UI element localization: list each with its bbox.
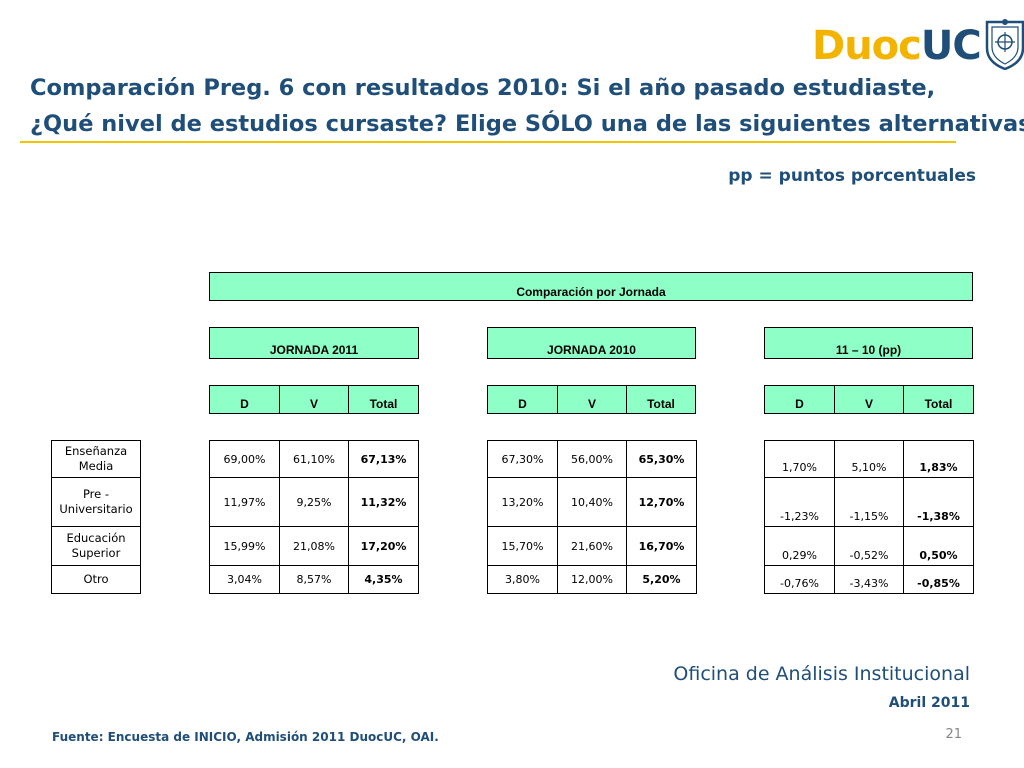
row-label: Pre - Universitario (51, 477, 141, 527)
cell-v: 21,60% (557, 526, 627, 566)
cell-d: -1,23% (764, 477, 835, 527)
cell-d: 0,29% (764, 526, 835, 566)
cell-d: 69,00% (209, 440, 280, 478)
report-date: Abril 2011 (888, 695, 970, 711)
title-line-1: Comparación Preg. 6 con resultados 2010:… (30, 75, 936, 101)
cell-d: -0,76% (764, 565, 835, 594)
table-row: -1,23% -1,15% -1,38% (764, 477, 974, 527)
cell-v: 8,57% (279, 565, 349, 594)
slide-title: Comparación Preg. 6 con resultados 2010:… (30, 70, 1024, 142)
table-row: 3,04% 8,57% 4,35% (209, 565, 419, 594)
col-headers-diff: D V Total (764, 385, 974, 414)
office-name: Oficina de Análisis Institucional (673, 663, 970, 685)
group-header-2010: JORNADA 2010 (487, 327, 696, 359)
cell-total: 12,70% (626, 477, 697, 527)
cell-total: 11,32% (348, 477, 419, 527)
table-row: 3,80% 12,00% 5,20% (487, 565, 697, 594)
cell-total: 5,20% (626, 565, 697, 594)
row-label: Educación Superior (51, 526, 141, 566)
table-caption: Comparación por Jornada (209, 272, 973, 301)
cell-total: 65,30% (626, 440, 697, 478)
logo-duoc-text: Duoc (812, 23, 922, 69)
table-row: 1,70% 5,10% 1,83% (764, 440, 974, 478)
cell-v: 9,25% (279, 477, 349, 527)
cell-total: 67,13% (348, 440, 419, 478)
table-row: 15,99% 21,08% 17,20% (209, 526, 419, 566)
cell-total: 1,83% (903, 440, 974, 478)
grid-jornada-2010: 67,30% 56,00% 65,30% 13,20% 10,40% 12,70% 15,7… (487, 440, 697, 594)
col-header-total: Total (903, 385, 974, 414)
row-label: Otro (51, 565, 141, 594)
col-header-d: D (487, 385, 558, 414)
logo-uc-text: UC (920, 23, 982, 69)
cell-total: -0,85% (903, 565, 974, 594)
cell-v: 61,10% (279, 440, 349, 478)
table-row: -0,76% -3,43% -0,85% (764, 565, 974, 594)
pp-note: pp = puntos porcentuales (728, 166, 976, 186)
cell-d: 15,70% (487, 526, 558, 566)
table-row: 15,70% 21,60% 16,70% (487, 526, 697, 566)
col-headers-2011: D V Total (209, 385, 419, 414)
cell-v: 12,00% (557, 565, 627, 594)
col-header-total: Total (626, 385, 696, 414)
grid-jornada-2011: 69,00% 61,10% 67,13% 11,97% 9,25% 11,32% 15,99… (209, 440, 419, 594)
cell-total: 0,50% (903, 526, 974, 566)
cell-d: 1,70% (764, 440, 835, 478)
cell-v: -1,15% (834, 477, 904, 527)
group-header-diff: 11 – 10 (pp) (764, 327, 973, 359)
title-line-2: ¿Qué nivel de estudios cursaste? Elige S… (30, 111, 1024, 137)
grid-diff-pp: 1,70% 5,10% 1,83% -1,23% -1,15% -1,38% 0,29% -0… (764, 440, 974, 594)
university-seal-icon (985, 19, 1024, 70)
table-row: 11,97% 9,25% 11,32% (209, 477, 419, 527)
table-row: 69,00% 61,10% 67,13% (209, 440, 419, 478)
table-row: 13,20% 10,40% 12,70% (487, 477, 697, 527)
table-row: 0,29% -0,52% 0,50% (764, 526, 974, 566)
cell-total: -1,38% (903, 477, 974, 527)
cell-v: -0,52% (834, 526, 904, 566)
group-header-2011: JORNADA 2011 (209, 327, 419, 359)
cell-total: 17,20% (348, 526, 419, 566)
cell-v: 10,40% (557, 477, 627, 527)
cell-d: 11,97% (209, 477, 280, 527)
title-underline (20, 141, 956, 143)
row-labels: Enseñanza Media Pre - Universitario Educ… (51, 440, 141, 594)
cell-d: 67,30% (487, 440, 558, 478)
cell-v: -3,43% (834, 565, 904, 594)
col-header-total: Total (348, 385, 419, 414)
cell-total: 16,70% (626, 526, 697, 566)
row-label: Enseñanza Media (51, 440, 141, 478)
cell-d: 15,99% (209, 526, 280, 566)
source-note: Fuente: Encuesta de INICIO, Admisión 201… (52, 730, 439, 744)
page-number: 21 (945, 727, 962, 742)
cell-v: 5,10% (834, 440, 904, 478)
col-header-v: V (279, 385, 349, 414)
cell-v: 56,00% (557, 440, 627, 478)
cell-d: 13,20% (487, 477, 558, 527)
col-header-d: D (209, 385, 280, 414)
duocuc-logo: DuocUC (812, 18, 1024, 74)
cell-d: 3,04% (209, 565, 280, 594)
table-row: 67,30% 56,00% 65,30% (487, 440, 697, 478)
cell-total: 4,35% (348, 565, 419, 594)
col-headers-2010: D V Total (487, 385, 696, 414)
col-header-v: V (834, 385, 904, 414)
col-header-d: D (764, 385, 835, 414)
col-header-v: V (557, 385, 627, 414)
cell-d: 3,80% (487, 565, 558, 594)
cell-v: 21,08% (279, 526, 349, 566)
